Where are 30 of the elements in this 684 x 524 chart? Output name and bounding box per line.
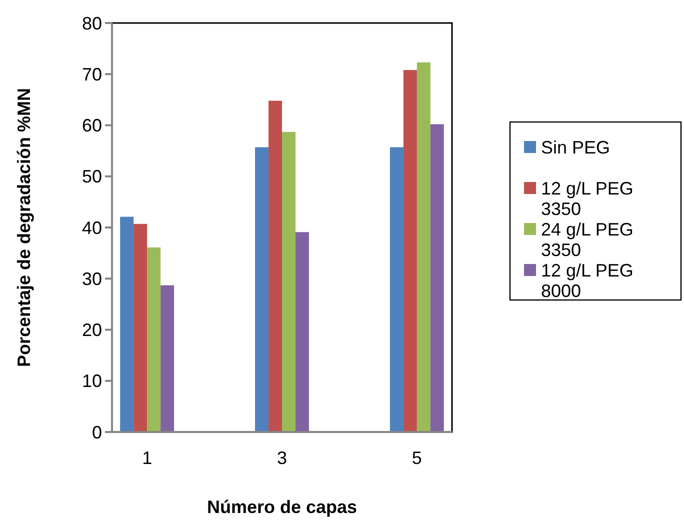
- y-axis-title: Porcentaje de degradación %MN: [14, 88, 34, 368]
- x-tick-label: 1: [142, 448, 152, 468]
- y-tick-label: 40: [82, 218, 102, 238]
- bar: [282, 132, 296, 432]
- y-tick-label: 0: [92, 422, 102, 442]
- legend-label: 24 g/L PEG 3350: [541, 219, 634, 260]
- bar: [120, 216, 134, 432]
- bar: [147, 247, 161, 432]
- y-tick-label: 70: [82, 64, 102, 84]
- y-tick-label: 80: [82, 13, 102, 34]
- bar: [160, 285, 174, 432]
- y-tick-label: 50: [82, 166, 102, 187]
- bar: [430, 124, 444, 432]
- bar: [416, 62, 430, 432]
- legend-label: Sin PEG: [541, 137, 610, 158]
- bar: [295, 232, 309, 432]
- y-tick-label: 30: [82, 268, 102, 289]
- legend-label: 12 g/L PEG 3350: [541, 178, 634, 219]
- y-tick-label: 10: [82, 371, 102, 392]
- x-tick-label: 3: [276, 448, 288, 468]
- bar: [403, 70, 417, 432]
- x-axis-title: Número de capas: [206, 497, 358, 517]
- bar: [268, 100, 282, 432]
- legend-label: 12 g/L PEG 8000: [541, 260, 634, 301]
- bar: [255, 147, 269, 432]
- bar: [390, 147, 404, 432]
- bar: [134, 224, 148, 432]
- y-tick-label: 60: [82, 116, 102, 136]
- y-tick-label: 20: [82, 320, 102, 340]
- x-tick-label: 5: [412, 448, 422, 468]
